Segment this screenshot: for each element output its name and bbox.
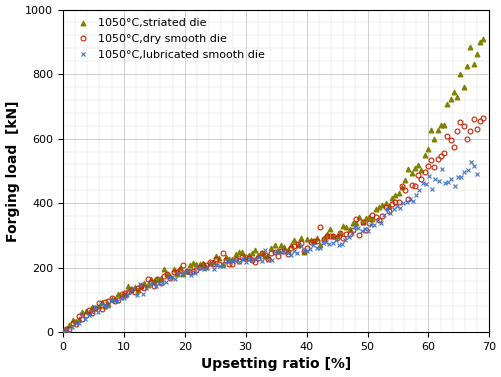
1050°C,lubricated smooth die <box>383 206 389 211</box>
1050°C,striated die <box>60 329 66 334</box>
1050°C,lubricated smooth die <box>332 238 338 242</box>
1050°C,striated die <box>79 310 85 314</box>
1050°C,striated die <box>288 243 294 247</box>
Legend: 1050°C,striated die, 1050°C,dry smooth die, 1050°C,lubricated smooth die: 1050°C,striated die, 1050°C,dry smooth d… <box>68 15 268 63</box>
X-axis label: Upsetting ratio [%]: Upsetting ratio [%] <box>200 357 351 371</box>
1050°C,lubricated smooth die <box>60 330 66 334</box>
1050°C,lubricated smooth die <box>467 160 473 164</box>
Line: 1050°C,striated die: 1050°C,striated die <box>60 37 485 334</box>
1050°C,dry smooth die <box>359 220 365 225</box>
1050°C,dry smooth die <box>414 173 420 177</box>
1050°C,striated die <box>479 37 485 41</box>
1050°C,lubricated smooth die <box>275 250 281 254</box>
1050°C,dry smooth die <box>60 330 66 334</box>
1050°C,lubricated smooth die <box>473 172 479 176</box>
1050°C,dry smooth die <box>479 115 485 120</box>
Y-axis label: Forging load  [kN]: Forging load [kN] <box>6 100 20 242</box>
1050°C,lubricated smooth die <box>236 260 242 265</box>
1050°C,striated die <box>414 162 420 167</box>
1050°C,dry smooth die <box>427 158 433 162</box>
1050°C,dry smooth die <box>288 246 294 250</box>
1050°C,dry smooth die <box>79 316 85 321</box>
1050°C,dry smooth die <box>443 134 449 138</box>
Line: 1050°C,lubricated smooth die: 1050°C,lubricated smooth die <box>60 159 478 335</box>
1050°C,lubricated smooth die <box>172 277 178 281</box>
1050°C,striated die <box>443 102 449 106</box>
Line: 1050°C,dry smooth die: 1050°C,dry smooth die <box>60 115 485 335</box>
1050°C,striated die <box>427 127 433 132</box>
1050°C,striated die <box>359 220 365 224</box>
1050°C,lubricated smooth die <box>364 229 370 233</box>
